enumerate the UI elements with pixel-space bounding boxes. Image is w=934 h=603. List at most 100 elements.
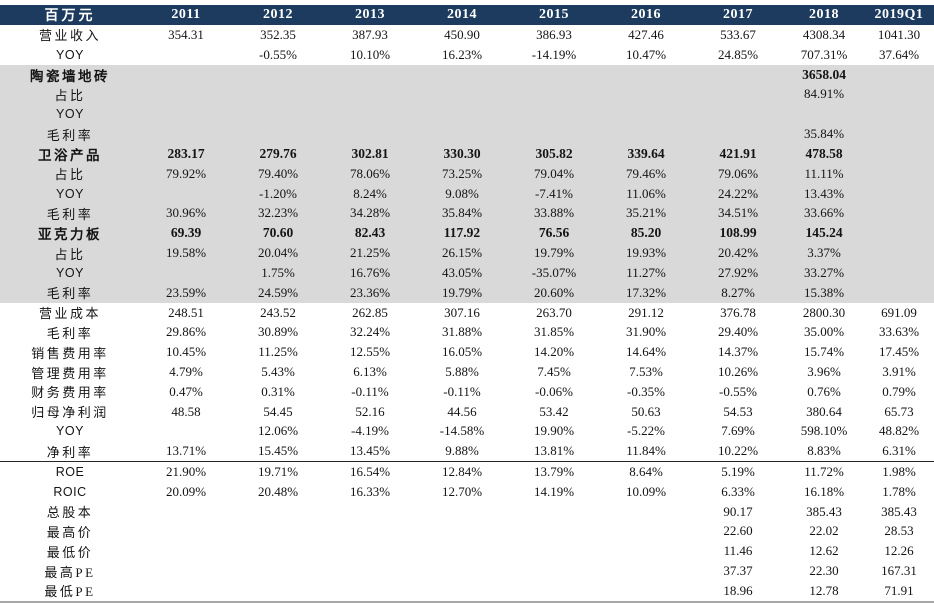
data-cell	[324, 64, 416, 85]
data-cell: 7.45%	[537, 364, 571, 380]
data-cell: 44.56	[447, 403, 477, 419]
row-label: YOY	[0, 263, 140, 283]
data-cell: -0.11%	[443, 383, 481, 399]
data-cell: 10.10%	[349, 46, 391, 62]
data-cell: 22.60	[723, 523, 753, 539]
data-cell: 11.46	[723, 543, 753, 559]
data-cell: 330.30	[416, 143, 508, 164]
table-row: 净利率 13.71% 15.45% 13.45% 9.88% 13.81% 11.84% 10…	[0, 441, 934, 461]
column-header-2014: 2014	[416, 5, 508, 25]
data-cell: 243.52	[260, 304, 296, 320]
data-cell: -0.11%	[351, 383, 389, 399]
data-cell: -35.07%	[508, 263, 600, 283]
data-cell: 145.24	[784, 223, 864, 244]
data-cell	[324, 522, 416, 542]
data-cell	[600, 541, 692, 561]
data-cell: 79.46%	[600, 163, 692, 184]
table-row: 毛利率 30.96% 32.23% 34.28% 35.84% 33.88% 35.21% 3…	[0, 203, 934, 224]
data-cell: 76.56	[508, 223, 600, 244]
data-cell: 386.93	[536, 26, 572, 42]
data-cell: 15.45%	[257, 443, 299, 459]
data-cell	[232, 104, 324, 125]
data-cell	[232, 502, 324, 522]
data-cell: 8.24%	[324, 183, 416, 204]
data-cell: 4308.34	[802, 26, 846, 42]
row-label: 卫浴产品	[0, 143, 140, 164]
row-label: YOY	[0, 104, 140, 125]
data-cell	[864, 223, 934, 244]
data-cell	[140, 522, 232, 542]
data-cell: 15.38%	[784, 282, 864, 303]
data-cell: 16.18%	[803, 483, 845, 499]
data-cell: 31.85%	[533, 324, 575, 340]
data-cell: 14.37%	[717, 344, 759, 360]
table-row: 销售费用率 10.45% 11.25% 12.55% 16.05% 14.20% 14.64…	[0, 342, 934, 362]
data-cell	[140, 541, 232, 561]
data-cell: 376.78	[720, 304, 756, 320]
data-cell	[600, 581, 692, 602]
table-row: YOY	[0, 104, 934, 125]
data-cell: 84.91%	[784, 84, 864, 105]
data-cell: 10.26%	[717, 364, 759, 380]
table-row: ROIC 20.09% 20.48% 16.33% 12.70% 14.19% 10.09%…	[0, 482, 934, 502]
data-cell: 11.11%	[784, 163, 864, 184]
data-cell	[864, 243, 934, 264]
data-cell: 21.25%	[324, 243, 416, 264]
data-cell: -0.35%	[627, 383, 665, 399]
data-cell: 11.25%	[258, 344, 298, 360]
data-cell: 73.25%	[416, 163, 508, 184]
data-cell	[864, 203, 934, 224]
data-cell: 16.05%	[441, 344, 483, 360]
data-cell: 35.00%	[803, 324, 845, 340]
data-cell	[416, 104, 508, 125]
data-cell: -14.58%	[439, 423, 485, 439]
data-cell: 16.23%	[441, 46, 483, 62]
data-cell: 34.51%	[692, 203, 784, 224]
column-header-2019Q1: 2019Q1	[864, 5, 934, 25]
data-cell: 19.71%	[232, 461, 324, 482]
data-cell: 33.66%	[784, 203, 864, 224]
data-cell: 0.79%	[882, 383, 916, 399]
data-cell	[140, 422, 232, 442]
data-cell: 7.53%	[629, 364, 663, 380]
data-cell: 13.79%	[508, 461, 600, 482]
data-cell: 18.96	[723, 582, 753, 598]
data-cell: 22.02	[809, 523, 839, 539]
data-cell	[864, 143, 934, 164]
data-cell	[416, 581, 508, 602]
data-cell: 11.27%	[600, 263, 692, 283]
data-cell: 12.06%	[257, 423, 299, 439]
data-cell: 117.92	[416, 223, 508, 244]
data-cell: 29.40%	[717, 324, 759, 340]
table-row: YOY -0.55% 10.10% 16.23% -14.19% 10.47% 24.85%…	[0, 45, 934, 65]
data-cell	[232, 561, 324, 581]
data-cell: 79.04%	[508, 163, 600, 184]
data-cell: 31.90%	[625, 324, 667, 340]
data-cell: 48.82%	[878, 423, 920, 439]
table-row: 卫浴产品 283.17 279.76 302.81 330.30 305.82 339.64…	[0, 143, 934, 164]
data-cell: 28.53	[884, 523, 914, 539]
data-cell	[324, 84, 416, 105]
data-cell: 385.43	[881, 503, 917, 519]
column-header-2011: 2011	[140, 5, 232, 25]
unit-label: 百万元	[0, 5, 140, 25]
data-cell: 33.63%	[878, 324, 920, 340]
data-cell	[324, 541, 416, 561]
row-label: 营业收入	[38, 28, 101, 44]
data-cell: 79.40%	[232, 163, 324, 184]
data-cell: 10.22%	[717, 443, 759, 459]
data-cell	[864, 183, 934, 204]
data-cell	[324, 561, 416, 581]
data-cell	[140, 561, 232, 581]
data-cell: 16.76%	[324, 263, 416, 283]
data-cell	[416, 502, 508, 522]
data-cell: 5.43%	[261, 364, 295, 380]
data-cell: 6.13%	[353, 364, 387, 380]
table-row: 最高价 22.60 22.02 28.53	[0, 522, 934, 542]
data-cell	[416, 84, 508, 105]
data-cell: 33.27%	[784, 263, 864, 283]
row-label: 占比	[0, 163, 140, 184]
data-cell: 53.42	[539, 403, 569, 419]
data-cell: 12.78	[809, 582, 839, 598]
